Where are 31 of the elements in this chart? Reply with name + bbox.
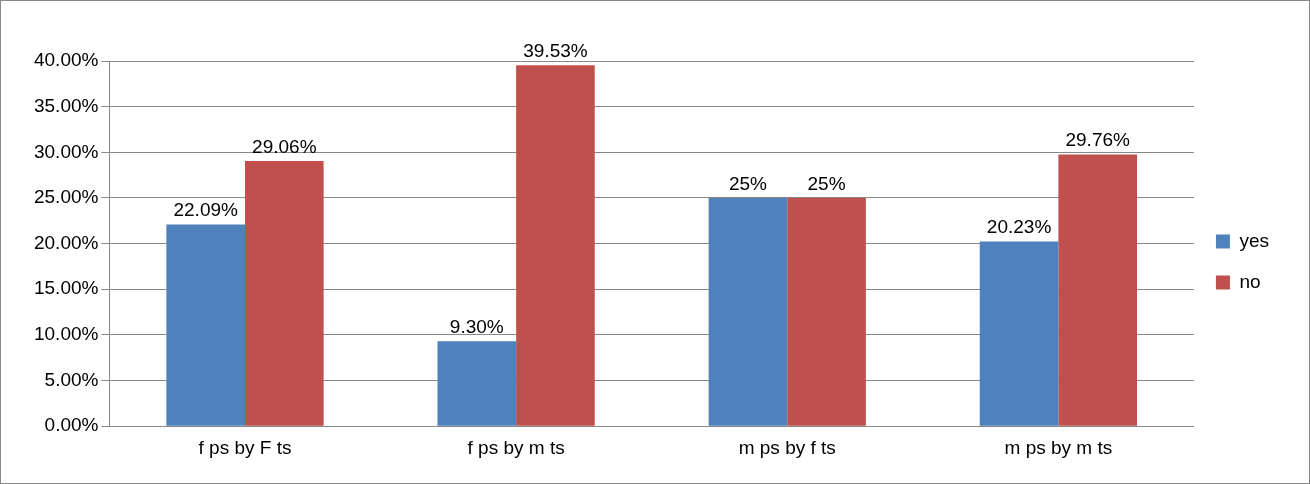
y-tick-label: 20.00% xyxy=(33,231,99,253)
data-label: 29.06% xyxy=(252,135,317,157)
y-tick-label: 0.00% xyxy=(44,414,99,436)
data-label: 20.23% xyxy=(986,216,1052,238)
y-tick-label: 30.00% xyxy=(33,140,99,162)
bar xyxy=(787,197,866,426)
bar xyxy=(708,197,788,426)
x-tick-label: m ps by m ts xyxy=(1004,436,1113,458)
bar xyxy=(166,224,245,426)
y-tick-label: 5.00% xyxy=(44,368,99,390)
data-label: 22.09% xyxy=(173,199,239,221)
y-tick-label: 10.00% xyxy=(33,323,99,345)
bar xyxy=(437,341,517,426)
y-tick-label: 25.00% xyxy=(33,186,99,208)
data-label: 9.30% xyxy=(449,316,504,338)
x-tick-label: f ps by m ts xyxy=(467,436,565,458)
y-tick-label: 35.00% xyxy=(33,94,99,116)
legend-label: no xyxy=(1239,270,1261,292)
data-label: 39.53% xyxy=(523,40,588,62)
data-label: 25% xyxy=(728,172,768,194)
data-label: 25% xyxy=(807,172,846,194)
bar xyxy=(1058,154,1137,426)
y-tick-label: 40.00% xyxy=(33,49,99,71)
x-tick-label: m ps by f ts xyxy=(738,436,836,458)
x-tick-label: f ps by F ts xyxy=(198,436,292,458)
bar xyxy=(979,241,1059,426)
bar xyxy=(516,65,595,426)
data-label: 29.76% xyxy=(1065,129,1130,151)
y-tick-label: 15.00% xyxy=(33,277,99,299)
bar xyxy=(245,160,324,426)
legend-label: yes xyxy=(1239,229,1270,251)
